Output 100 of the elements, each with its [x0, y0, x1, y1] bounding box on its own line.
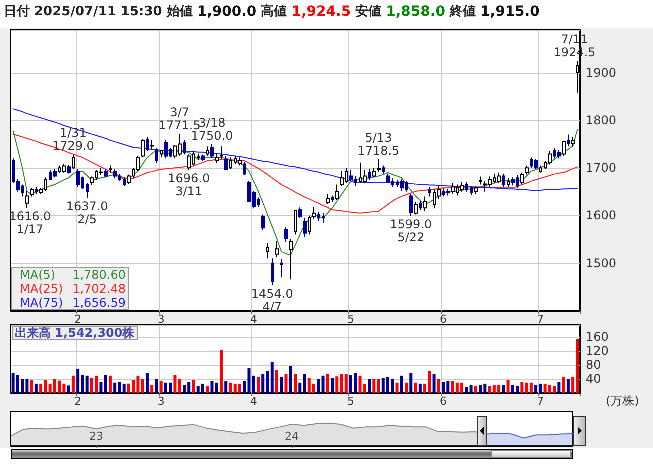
bar — [229, 382, 232, 393]
candlestick — [275, 240, 279, 258]
annotation: 1454.0 4/7 — [251, 286, 294, 314]
bar — [303, 374, 306, 393]
bar — [178, 379, 182, 393]
candlestick — [150, 140, 154, 150]
candlestick — [548, 150, 552, 166]
candlestick — [76, 168, 80, 188]
bar — [34, 384, 38, 393]
candlestick — [86, 182, 89, 199]
candlestick — [210, 144, 214, 160]
bar — [530, 382, 533, 393]
bar — [220, 350, 223, 393]
candlestick — [377, 158, 381, 172]
candlestick — [502, 173, 505, 188]
candlestick — [146, 136, 149, 152]
bar — [465, 387, 468, 393]
candlestick — [534, 159, 538, 170]
bar — [238, 384, 242, 393]
candlestick — [382, 165, 385, 174]
bar — [405, 382, 408, 393]
candlestick — [294, 210, 297, 236]
bar — [280, 376, 284, 393]
candlestick — [312, 206, 316, 220]
candlestick — [104, 168, 108, 178]
text: MA(75) — [20, 296, 64, 310]
bar — [400, 376, 404, 393]
candlestick — [25, 190, 29, 209]
candlestick — [409, 194, 413, 217]
bar — [502, 384, 506, 393]
y-axis-title: (万株) — [606, 394, 640, 408]
candlestick — [340, 170, 344, 187]
annotation: 1599.0 5/22 — [390, 218, 432, 245]
x-tick-label: 2 — [74, 395, 82, 408]
annotation: 1637.0 2/5 — [66, 200, 108, 227]
bar — [215, 382, 218, 393]
candlestick — [261, 214, 265, 231]
bar — [298, 382, 302, 393]
x-tick-label: 5 — [348, 313, 355, 326]
x-tick-label: 5 — [348, 395, 355, 408]
candlestick — [35, 186, 38, 195]
bar — [534, 384, 538, 393]
bar — [437, 379, 440, 393]
candlestick — [113, 169, 117, 180]
x-tick-label: 24 — [285, 430, 299, 443]
annotation: 5/13 1718.5 — [358, 130, 400, 158]
bar — [146, 373, 149, 393]
bar — [566, 379, 570, 393]
x-tick-label: 4 — [250, 313, 258, 326]
x-tick-label: 7 — [537, 313, 544, 326]
bar — [414, 382, 418, 393]
bar — [470, 384, 473, 393]
bar — [206, 386, 210, 393]
bar — [114, 382, 117, 393]
candlestick — [238, 157, 242, 166]
y-tick-label: 120 — [586, 344, 609, 358]
candlestick — [229, 157, 232, 170]
bar — [562, 376, 566, 393]
line-series — [12, 129, 578, 256]
bar — [432, 374, 436, 393]
bar — [558, 382, 561, 393]
candlestick — [284, 227, 288, 242]
bar — [224, 381, 228, 393]
candlestick — [372, 168, 376, 178]
candlestick — [322, 212, 325, 224]
candlestick — [557, 150, 561, 160]
candlestick — [562, 140, 566, 157]
bar — [289, 366, 292, 393]
candlestick — [280, 258, 283, 278]
bar — [30, 380, 34, 393]
x-tick-label: 3 — [158, 313, 165, 326]
bar — [317, 379, 320, 393]
bar — [76, 368, 80, 393]
candlestick — [72, 154, 75, 170]
candlestick — [303, 218, 307, 238]
bar — [377, 379, 380, 393]
bar — [474, 386, 478, 393]
x-tick-label: 2 — [74, 313, 82, 326]
bar — [210, 381, 214, 393]
candlestick — [511, 177, 515, 186]
candlestick — [414, 202, 418, 216]
bar — [174, 375, 177, 393]
y-tick-label: 1700 — [586, 161, 617, 176]
bar — [72, 376, 75, 393]
bar — [108, 376, 112, 393]
candlestick — [109, 165, 112, 174]
candlestick — [428, 186, 431, 198]
bar — [150, 384, 154, 393]
candlestick — [271, 258, 274, 286]
candlestick — [460, 182, 464, 192]
candlestick — [400, 179, 404, 192]
bar — [372, 379, 376, 393]
bar — [322, 376, 325, 393]
candlestick — [386, 173, 390, 184]
bar — [418, 384, 422, 393]
candlestick — [470, 186, 473, 196]
candlestick — [187, 154, 191, 171]
bar — [192, 380, 196, 393]
candlestick — [298, 207, 302, 219]
x-tick-label: 7 — [537, 395, 544, 408]
